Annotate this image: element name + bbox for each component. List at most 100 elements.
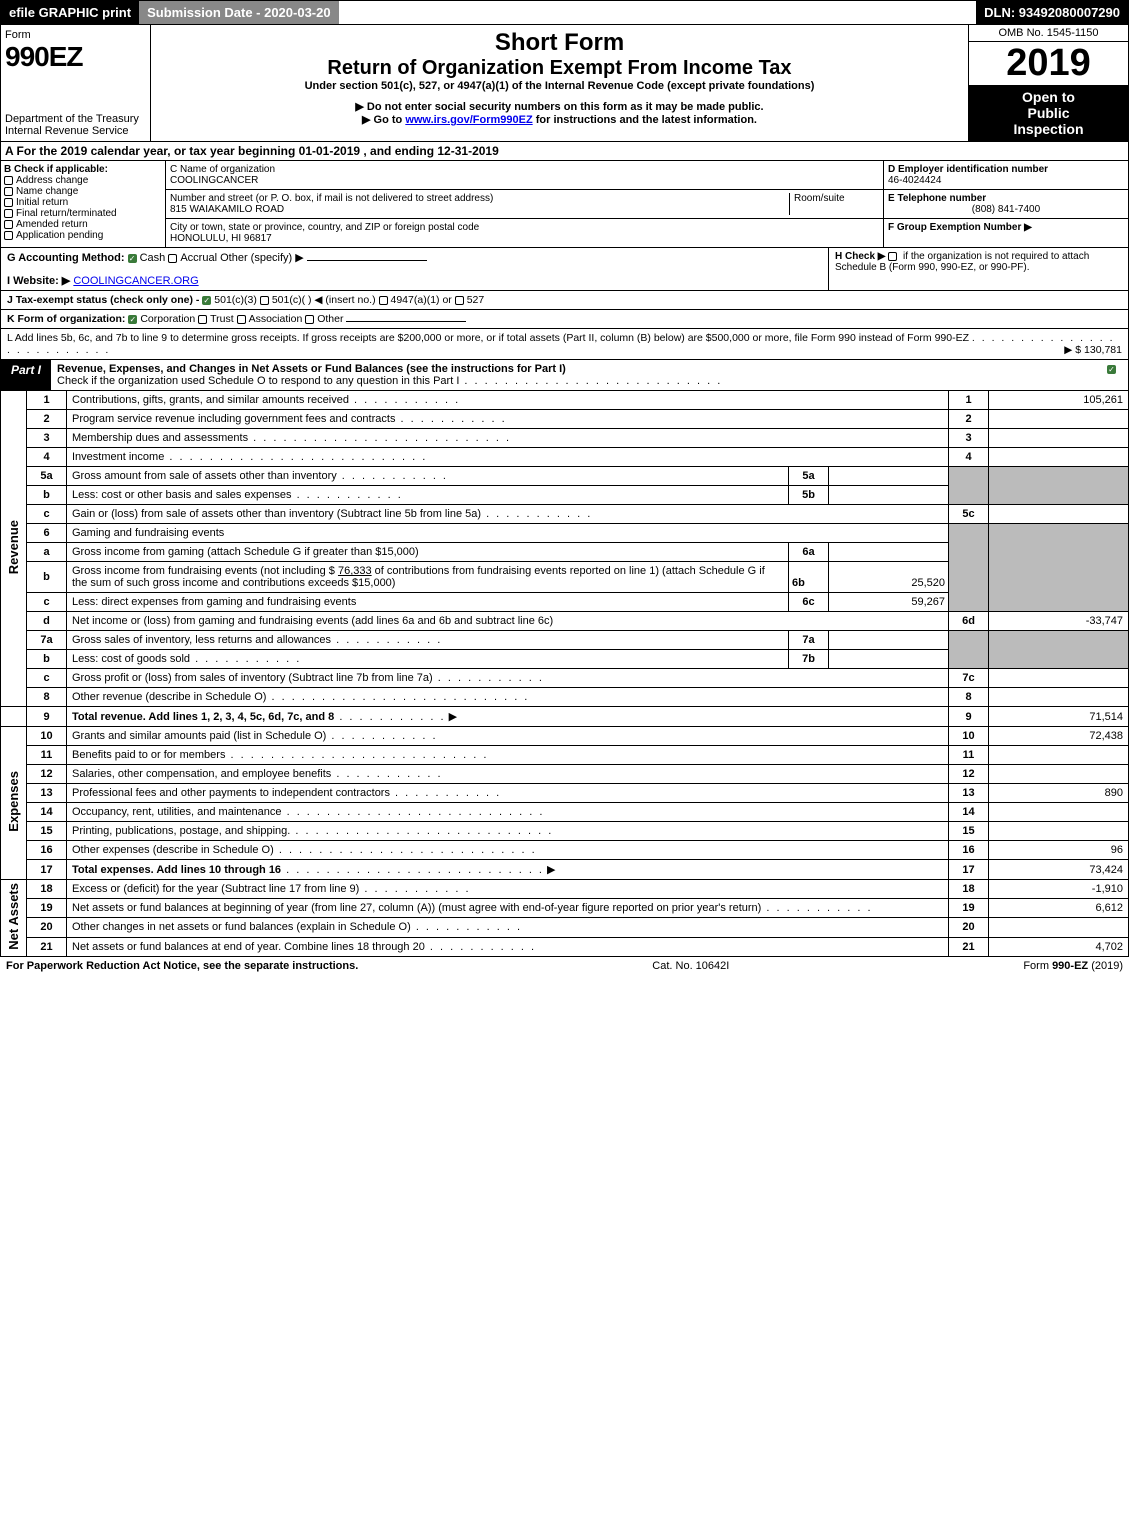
row-7a: 7aGross sales of inventory, less returns… — [1, 631, 1129, 650]
val-line18: -1,910 — [989, 880, 1129, 899]
chk-cash[interactable] — [128, 254, 137, 263]
value-city: HONOLULU, HI 96817 — [170, 233, 879, 244]
chk-4947a1[interactable] — [379, 296, 388, 305]
chk-other-org[interactable] — [305, 315, 314, 324]
val-line6c: 59,267 — [828, 593, 948, 611]
row-1: Revenue 1Contributions, gifts, grants, a… — [1, 391, 1129, 410]
notice-ssn: ▶ Do not enter social security numbers o… — [155, 100, 964, 113]
omb-number: OMB No. 1545-1150 — [969, 25, 1128, 42]
row-20: 20Other changes in net assets or fund ba… — [1, 918, 1129, 937]
label-website: I Website: ▶ — [7, 275, 70, 287]
box-b-check-applicable: B Check if applicable: Address change Na… — [1, 161, 166, 247]
row-g-h: G Accounting Method: Cash Accrual Other … — [0, 248, 1129, 291]
footer-cat: Cat. No. 10642I — [652, 960, 729, 972]
value-phone: (808) 841-7400 — [888, 204, 1124, 215]
chk-amended-return[interactable] — [4, 220, 13, 229]
row-8: 8Other revenue (describe in Schedule O)8 — [1, 688, 1129, 707]
box-def: D Employer identification number 46-4024… — [883, 161, 1128, 247]
dept-label: Department of the Treasury — [5, 113, 146, 125]
side-label-expenses: Expenses — [6, 771, 21, 832]
part-1-tab: Part I — [1, 360, 51, 390]
chk-name-change[interactable] — [4, 187, 13, 196]
row-21: 21Net assets or fund balances at end of … — [1, 937, 1129, 956]
part-1-header: Part I Revenue, Expenses, and Changes in… — [0, 360, 1129, 391]
label-accounting-method: G Accounting Method: — [7, 252, 125, 264]
row-15: 15Printing, publications, postage, and s… — [1, 822, 1129, 841]
label-address: Number and street (or P. O. box, if mail… — [170, 193, 789, 204]
row-9: 9Total revenue. Add lines 1, 2, 3, 4, 5c… — [1, 707, 1129, 727]
row-5c: cGain or (loss) from sale of assets othe… — [1, 505, 1129, 524]
row-7c: cGross profit or (loss) from sales of in… — [1, 669, 1129, 688]
val-line10: 72,438 — [989, 727, 1129, 746]
part-1-title: Revenue, Expenses, and Changes in Net As… — [57, 363, 566, 375]
row-6d: dNet income or (loss) from gaming and fu… — [1, 612, 1129, 631]
row-19: 19Net assets or fund balances at beginni… — [1, 899, 1129, 918]
efile-print-button[interactable]: efile GRAPHIC print — [1, 1, 139, 24]
entity-block: B Check if applicable: Address change Na… — [0, 161, 1129, 248]
form-header: Form 990EZ Department of the Treasury In… — [0, 25, 1129, 142]
notice-link-line: ▶ Go to www.irs.gov/Form990EZ for instru… — [155, 113, 964, 126]
line-l-gross-receipts: L Add lines 5b, 6c, and 7b to line 9 to … — [0, 329, 1129, 360]
chk-trust[interactable] — [198, 315, 207, 324]
title-sub: Under section 501(c), 527, or 4947(a)(1)… — [155, 80, 964, 92]
line-a-tax-year: A For the 2019 calendar year, or tax yea… — [0, 142, 1129, 161]
chk-association[interactable] — [237, 315, 246, 324]
val-line1: 105,261 — [989, 391, 1129, 410]
box-h: H Check ▶ if the organization is not req… — [828, 248, 1128, 290]
row-5a: 5aGross amount from sale of assets other… — [1, 467, 1129, 486]
submission-date-button[interactable]: Submission Date - 2020-03-20 — [139, 1, 339, 24]
irs-label: Internal Revenue Service — [5, 125, 146, 137]
part-1-sub: Check if the organization used Schedule … — [57, 375, 459, 387]
label-org-name: C Name of organization — [170, 164, 879, 175]
row-4: 4Investment income4 — [1, 448, 1129, 467]
row-2: 2Program service revenue including gover… — [1, 410, 1129, 429]
title-short-form: Short Form — [155, 29, 964, 57]
val-line6b: 25,520 — [828, 562, 948, 592]
part-1-table: Revenue 1Contributions, gifts, grants, a… — [0, 391, 1129, 957]
label-phone: E Telephone number — [888, 193, 1124, 204]
website-link[interactable]: COOLINGCANCER.ORG — [73, 275, 198, 287]
box-c-org-info: C Name of organization COOLINGCANCER Num… — [166, 161, 883, 247]
chk-initial-return[interactable] — [4, 198, 13, 207]
title-main: Return of Organization Exempt From Incom… — [155, 57, 964, 80]
row-17: 17Total expenses. Add lines 10 through 1… — [1, 860, 1129, 880]
side-label-revenue: Revenue — [6, 520, 21, 574]
row-13: 13Professional fees and other payments t… — [1, 784, 1129, 803]
dln-label: DLN: 93492080007290 — [976, 1, 1128, 24]
row-6: 6Gaming and fundraising events — [1, 524, 1129, 543]
value-org-name: COOLINGCANCER — [170, 175, 879, 186]
row-12: 12Salaries, other compensation, and empl… — [1, 765, 1129, 784]
chk-schedule-b-not-required[interactable] — [888, 252, 897, 261]
chk-527[interactable] — [455, 296, 464, 305]
label-city: City or town, state or province, country… — [170, 222, 879, 233]
chk-final-return[interactable] — [4, 209, 13, 218]
chk-501c3[interactable] — [202, 296, 211, 305]
row-14: 14Occupancy, rent, utilities, and mainte… — [1, 803, 1129, 822]
footer-pra: For Paperwork Reduction Act Notice, see … — [6, 960, 358, 972]
label-group-exemption: F Group Exemption Number ▶ — [888, 222, 1124, 233]
line-k-form-of-org: K Form of organization: Corporation Trus… — [0, 310, 1129, 329]
val-line9: 71,514 — [989, 707, 1129, 727]
line-j-tax-exempt: J Tax-exempt status (check only one) - 5… — [0, 291, 1129, 310]
top-button-bar: efile GRAPHIC print Submission Date - 20… — [0, 0, 1129, 25]
value-ein: 46-4024424 — [888, 175, 1124, 186]
form-label: Form — [5, 29, 146, 41]
open-public-inspection: Open toPublicInspection — [969, 85, 1128, 141]
row-16: 16Other expenses (describe in Schedule O… — [1, 841, 1129, 860]
chk-accrual[interactable] — [168, 254, 177, 263]
chk-schedule-o-part1[interactable] — [1107, 365, 1116, 374]
val-line19: 6,612 — [989, 899, 1129, 918]
row-10: Expenses10Grants and similar amounts pai… — [1, 727, 1129, 746]
val-line16: 96 — [989, 841, 1129, 860]
chk-application-pending[interactable] — [4, 231, 13, 240]
chk-address-change[interactable] — [4, 176, 13, 185]
footer-form: Form 990-EZ (2019) — [1023, 960, 1123, 972]
val-line21: 4,702 — [989, 937, 1129, 956]
chk-corporation[interactable] — [128, 315, 137, 324]
chk-501c[interactable] — [260, 296, 269, 305]
row-3: 3Membership dues and assessments3 — [1, 429, 1129, 448]
value-gross-receipts: ▶ $ 130,781 — [1064, 344, 1122, 356]
irs-link[interactable]: www.irs.gov/Form990EZ — [405, 114, 532, 126]
page-footer: For Paperwork Reduction Act Notice, see … — [0, 957, 1129, 975]
val-line17: 73,424 — [989, 860, 1129, 880]
